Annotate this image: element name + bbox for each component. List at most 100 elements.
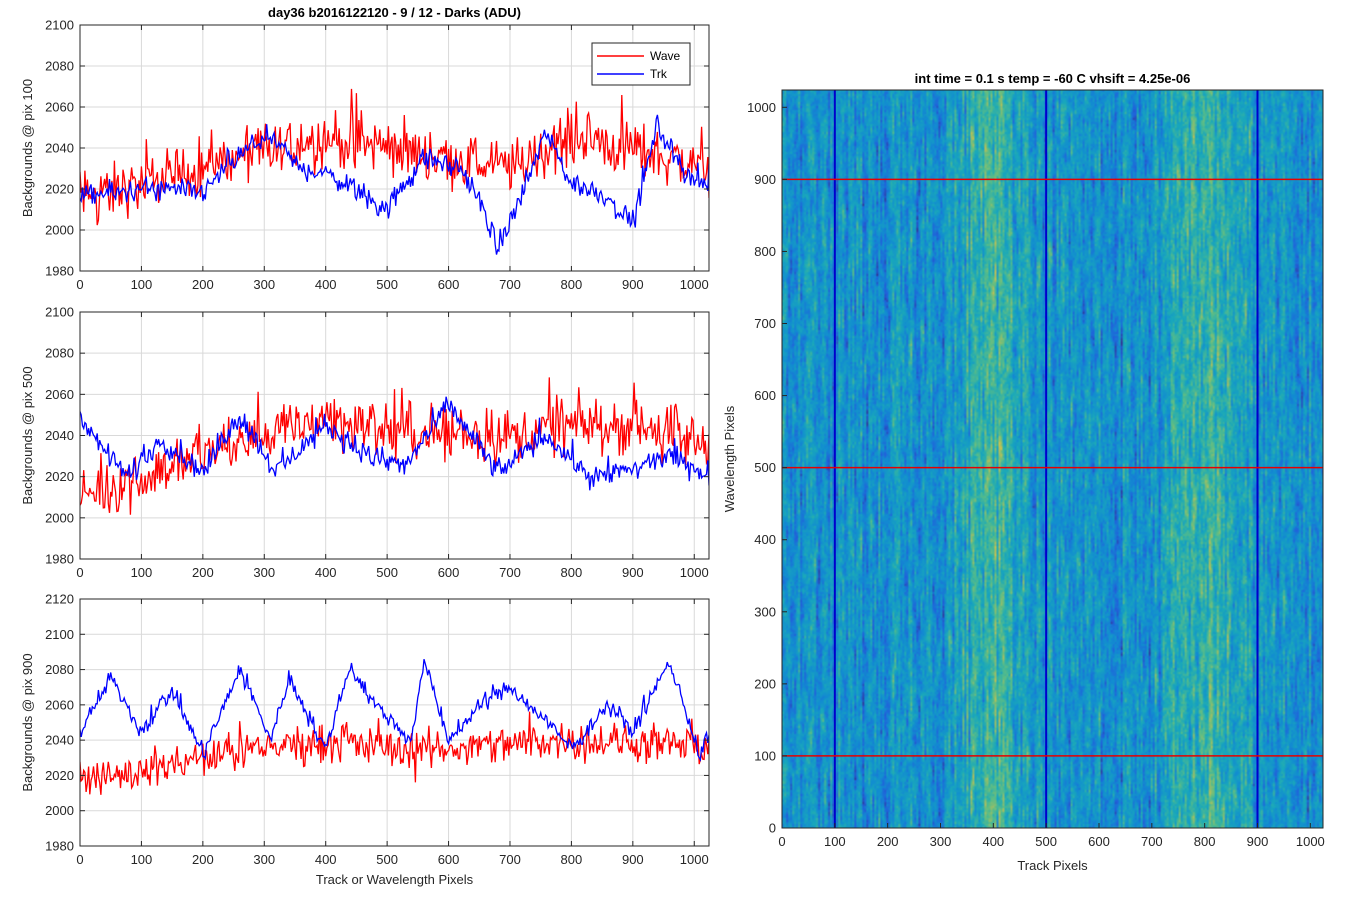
x-tick-label: 400: [982, 834, 1004, 849]
x-tick-label: 400: [315, 277, 337, 292]
x-tick-label: 700: [499, 565, 521, 580]
x-tick-label: 300: [253, 852, 275, 867]
x-axis-label: Track or Wavelength Pixels: [316, 872, 474, 887]
x-tick-label: 100: [824, 834, 846, 849]
y-tick-label: 1980: [45, 552, 74, 567]
legend-label-wave: Wave: [650, 49, 681, 63]
x-tick-label: 100: [131, 852, 153, 867]
legend: Wave Trk: [591, 42, 691, 86]
y-tick-label: 2080: [45, 662, 74, 677]
line-panel-pix-500: 0 100 200 300 400 500 600 700 800 900 1000 1980 2000…: [20, 305, 710, 580]
y-tick-label: 2060: [45, 387, 74, 402]
axes-frame: [79, 598, 710, 847]
x-tick-label: 0: [76, 565, 83, 580]
x-tick-label: 800: [1194, 834, 1216, 849]
y-axis-label: Wavelength Pixels: [722, 405, 737, 512]
x-tick-label: 1000: [680, 565, 709, 580]
y-tick-label: 2060: [45, 697, 74, 712]
y-axis-label: Backgrounds @ pix 100: [20, 79, 35, 217]
chart-title: int time = 0.1 s temp = -60 C vhsift = 4…: [915, 71, 1191, 86]
x-tick-label: 700: [499, 852, 521, 867]
x-tick-label: 100: [131, 565, 153, 580]
x-tick-label: 100: [131, 277, 153, 292]
y-tick-label: 1980: [45, 839, 74, 854]
x-tick-label: 0: [778, 834, 785, 849]
x-tick-label: 0: [76, 852, 83, 867]
y-tick-label: 2040: [45, 733, 74, 748]
x-tick-label: 900: [622, 277, 644, 292]
x-tick-label: 200: [192, 565, 214, 580]
y-tick-label: 300: [754, 604, 776, 619]
x-tick-label: 900: [622, 852, 644, 867]
y-axis-label: Backgrounds @ pix 900: [20, 653, 35, 791]
series-line-wave: [80, 711, 709, 795]
y-tick-label: 1000: [747, 100, 776, 115]
x-tick-label: 200: [192, 852, 214, 867]
x-tick-label: 1000: [1296, 834, 1325, 849]
x-tick-label: 1000: [680, 852, 709, 867]
line-panel-pix-900: 0 100 200 300 400 500 600 700 800 900 1000 1980 2000…: [20, 592, 710, 887]
series-line-wave: [80, 88, 709, 226]
x-tick-label: 300: [930, 834, 952, 849]
axes-frame: [781, 89, 1324, 829]
x-axis-label: Track Pixels: [1017, 858, 1088, 873]
y-tick-label: 200: [754, 676, 776, 691]
x-tick-label: 400: [315, 852, 337, 867]
chart-title: day36 b2016122120 - 9 / 12 - Darks (ADU): [268, 5, 521, 20]
x-tick-label: 500: [376, 852, 398, 867]
y-axis-label: Backgrounds @ pix 500: [20, 366, 35, 504]
y-tick-label: 2000: [45, 510, 74, 525]
y-tick-label: 2100: [45, 627, 74, 642]
plot-area: [80, 599, 709, 846]
y-tick-label: 2120: [45, 592, 74, 607]
y-tick-label: 600: [754, 388, 776, 403]
y-tick-label: 2020: [45, 469, 74, 484]
x-tick-label: 600: [438, 277, 460, 292]
y-tick-label: 500: [754, 460, 776, 475]
legend-label-trk: Trk: [650, 67, 668, 81]
y-tick-label: 2060: [45, 100, 74, 115]
legend-box: [591, 42, 691, 86]
x-tick-label: 0: [76, 277, 83, 292]
x-tick-label: 700: [499, 277, 521, 292]
x-tick-label: 600: [1088, 834, 1110, 849]
y-tick-label: 2020: [45, 182, 74, 197]
y-tick-label: 2020: [45, 768, 74, 783]
y-tick-label: 100: [754, 748, 776, 763]
y-tick-label: 700: [754, 316, 776, 331]
x-tick-label: 900: [1247, 834, 1269, 849]
x-tick-label: 400: [315, 565, 337, 580]
line-panel-pix-100: 0 100 200 300 400 500 600 700 800 900 1000 1980 2000…: [20, 5, 710, 292]
y-tick-label: 2000: [45, 223, 74, 238]
x-tick-label: 300: [253, 565, 275, 580]
x-tick-label: 800: [561, 565, 583, 580]
x-tick-label: 800: [561, 277, 583, 292]
y-tick-label: 2100: [45, 18, 74, 33]
y-tick-label: 2040: [45, 428, 74, 443]
series-line-trk: [80, 114, 709, 255]
y-tick-label: 2000: [45, 803, 74, 818]
x-tick-label: 500: [376, 277, 398, 292]
y-tick-label: 2080: [45, 59, 74, 74]
x-tick-label: 300: [253, 277, 275, 292]
series-line-trk: [80, 396, 709, 491]
x-tick-label: 1000: [680, 277, 709, 292]
heatmap-image: [782, 90, 1323, 828]
series-line-trk: [80, 659, 709, 762]
x-tick-label: 900: [622, 565, 644, 580]
x-tick-label: 500: [376, 565, 398, 580]
y-tick-label: 800: [754, 244, 776, 259]
x-tick-label: 800: [561, 852, 583, 867]
y-tick-label: 400: [754, 532, 776, 547]
x-tick-label: 200: [192, 277, 214, 292]
heatmap-panel: 0 100 200 300 400 500 600 700 800 900 1000 0 100 200 3…: [722, 71, 1325, 873]
y-tick-label: 2080: [45, 346, 74, 361]
y-tick-label: 1980: [45, 264, 74, 279]
y-tick-label: 2040: [45, 141, 74, 156]
x-tick-label: 500: [1035, 834, 1057, 849]
y-tick-label: 2100: [45, 305, 74, 320]
y-tick-label: 900: [754, 172, 776, 187]
x-tick-label: 600: [438, 852, 460, 867]
y-tick-label: 0: [769, 821, 776, 836]
